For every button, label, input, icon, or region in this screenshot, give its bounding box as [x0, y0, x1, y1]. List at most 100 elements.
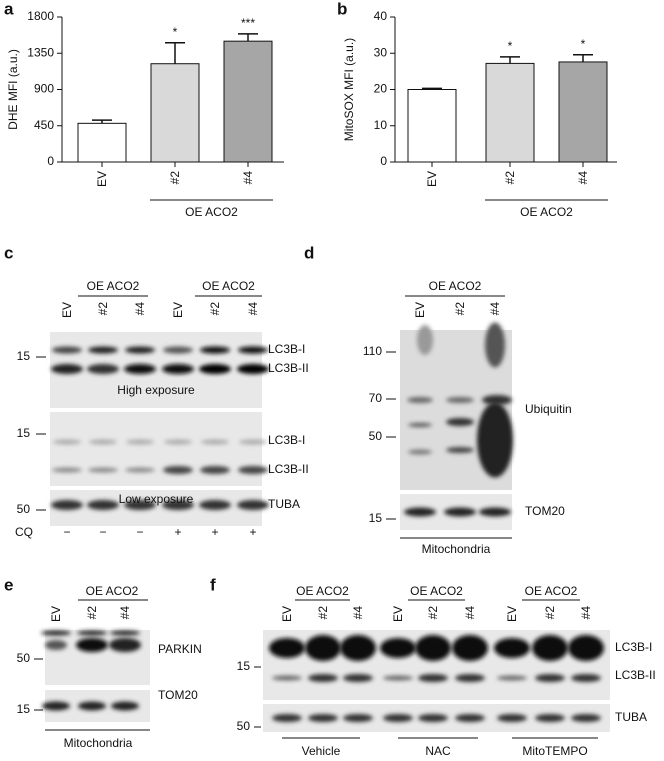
band — [76, 638, 108, 652]
lane-label: #2 — [85, 606, 99, 620]
lane-label: EV — [280, 606, 294, 622]
y-tick-label: 450 — [34, 118, 54, 132]
band — [125, 467, 155, 473]
band — [305, 635, 341, 661]
band — [269, 638, 305, 658]
band — [568, 635, 604, 661]
lane-label: EV — [505, 606, 519, 622]
significance: *** — [241, 16, 255, 30]
panel-letter: e — [4, 575, 13, 594]
x-tick-label: #4 — [576, 171, 590, 185]
group-label: OE ACO2 — [87, 279, 140, 293]
band — [89, 439, 117, 445]
band-label: LC3B-II — [615, 668, 656, 682]
lane-label: #4 — [463, 606, 477, 620]
lane-label: #2 — [208, 302, 222, 316]
lane-label: #2 — [96, 302, 110, 316]
bar — [223, 40, 273, 163]
band — [479, 507, 511, 517]
lane-label: #4 — [488, 302, 502, 316]
treatment-sign: + — [249, 525, 256, 539]
band — [418, 674, 448, 682]
band — [237, 364, 269, 374]
band — [238, 466, 268, 474]
band — [444, 507, 476, 517]
panel-letter: f — [210, 575, 216, 594]
band-label: LC3B-II — [268, 462, 309, 476]
marker-label: 110 — [363, 344, 382, 358]
band — [380, 638, 416, 658]
band — [343, 674, 373, 682]
x-tick-label: EV — [95, 171, 109, 187]
y-axis-label: DHE MFI (a.u.) — [6, 49, 20, 130]
bar — [407, 89, 457, 163]
blot — [50, 412, 262, 486]
band — [408, 423, 432, 427]
marker-label: 50 — [17, 502, 31, 516]
lane-label: EV — [413, 302, 427, 318]
band-label: LC3B-I — [615, 640, 652, 654]
group-label: OE ACO2 — [525, 584, 578, 598]
marker-label: 15 — [237, 659, 251, 673]
band — [51, 364, 83, 374]
band — [272, 675, 302, 681]
band — [53, 439, 81, 445]
band — [532, 635, 568, 661]
band — [383, 714, 413, 722]
band — [200, 466, 230, 474]
panel-letter: a — [4, 0, 14, 18]
bar — [558, 61, 608, 163]
treatment-label: CQ — [15, 525, 33, 539]
significance: * — [581, 37, 586, 51]
band — [88, 467, 118, 473]
lane-label: #4 — [118, 606, 132, 620]
y-tick-label: 0 — [380, 154, 387, 168]
band — [418, 714, 448, 722]
band — [87, 364, 119, 374]
band — [494, 638, 530, 658]
band-label: TUBA — [268, 497, 300, 511]
band — [446, 418, 474, 426]
band — [238, 346, 268, 354]
marker-label: 15 — [369, 511, 383, 525]
group-label: OE ACO2 — [296, 584, 349, 598]
band-label: TOM20 — [158, 688, 198, 702]
lane-label: #4 — [351, 606, 365, 620]
band — [126, 439, 154, 445]
treatment-sign: + — [211, 525, 218, 539]
lane-label: #4 — [579, 606, 593, 620]
bar — [485, 62, 535, 163]
marker-label: 15 — [17, 426, 31, 440]
band — [109, 638, 141, 652]
band — [163, 346, 193, 354]
band — [497, 675, 527, 681]
band — [52, 467, 82, 473]
band — [125, 346, 155, 354]
marker-label: 15 — [17, 702, 31, 716]
band — [308, 674, 338, 682]
marker-label: 50 — [369, 429, 383, 443]
band — [407, 397, 433, 403]
x-tick-label: #2 — [168, 171, 182, 185]
band — [78, 701, 106, 711]
band — [164, 439, 192, 445]
band — [417, 325, 433, 355]
band-label: Ubiquitin — [525, 402, 572, 416]
band — [201, 439, 229, 445]
marker-label: 50 — [237, 719, 251, 733]
significance: * — [508, 39, 513, 53]
band — [88, 346, 118, 354]
band — [446, 447, 474, 453]
treatment-label: NAC — [425, 744, 451, 758]
band — [272, 714, 302, 722]
band — [199, 500, 231, 510]
bar — [150, 63, 200, 163]
fraction-label: Mitochondria — [64, 736, 133, 750]
band — [162, 500, 194, 510]
band — [343, 714, 373, 722]
band — [340, 635, 376, 661]
y-tick-label: 30 — [374, 45, 388, 59]
group-label: OE ACO2 — [86, 584, 139, 598]
band — [163, 466, 193, 474]
band-label: TOM20 — [525, 504, 565, 518]
